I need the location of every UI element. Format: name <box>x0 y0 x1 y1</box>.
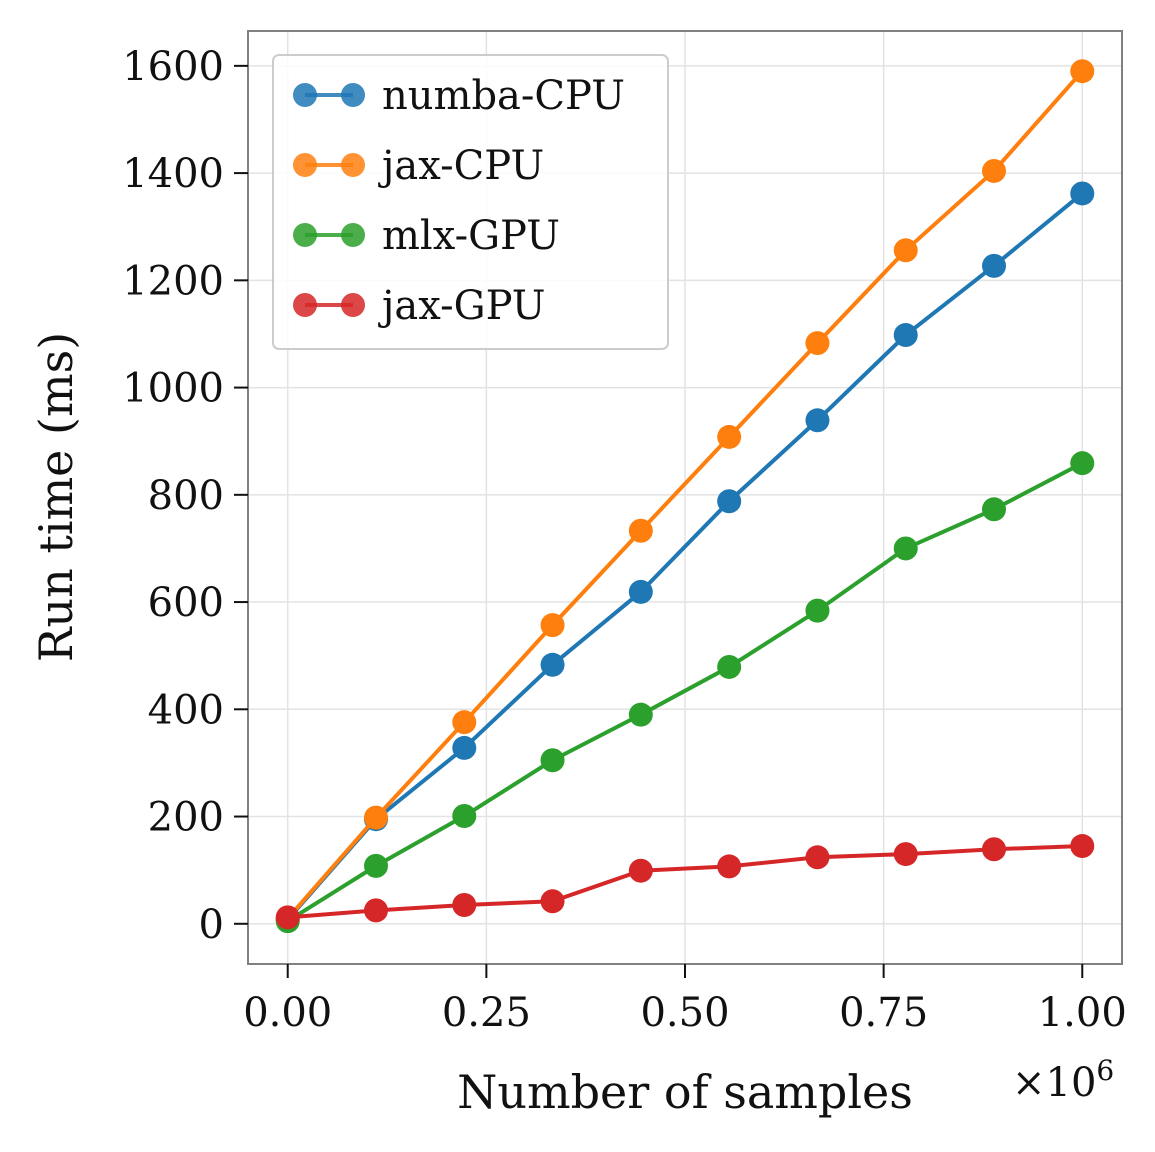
data-point <box>364 898 389 923</box>
data-point <box>364 805 389 830</box>
series-jax-GPU <box>275 834 1095 930</box>
data-point <box>805 331 830 356</box>
series-line <box>286 461 1084 923</box>
x-tick-label: 0.25 <box>442 990 531 1036</box>
data-point <box>364 853 389 878</box>
y-tick-label: 0 <box>199 902 224 948</box>
y-tick-label: 800 <box>148 473 224 519</box>
x-axis-multiplier: ×106 <box>1012 1054 1114 1106</box>
data-point <box>540 748 565 773</box>
data-point <box>893 842 918 867</box>
series-mlx-GPU <box>275 451 1095 934</box>
legend-item: jax-GPU <box>293 283 546 329</box>
y-tick-label: 1600 <box>122 44 224 90</box>
data-point <box>452 804 477 829</box>
series-line <box>286 69 1084 920</box>
legend: numba-CPU jax-CPU mlx-GPU jax-GPU <box>272 54 669 350</box>
data-point <box>805 408 830 433</box>
data-point <box>981 837 1006 862</box>
series-line <box>287 844 1083 920</box>
data-point <box>628 702 653 727</box>
data-point <box>452 735 477 760</box>
legend-marker <box>293 293 317 317</box>
data-point <box>805 598 830 623</box>
series-line <box>286 191 1084 921</box>
data-point <box>717 424 742 449</box>
legend-marker <box>341 223 365 247</box>
legend-marker <box>341 153 365 177</box>
legend-marker <box>293 223 317 247</box>
legend-label: mlx-GPU <box>382 213 560 259</box>
x-tick-label: 0.50 <box>640 990 729 1036</box>
y-tick-label: 1400 <box>122 151 224 197</box>
y-tick-label: 400 <box>148 687 224 733</box>
data-point <box>275 905 300 930</box>
data-point <box>1070 834 1095 859</box>
legend-label: jax-CPU <box>378 143 544 189</box>
data-point <box>1070 451 1095 476</box>
data-point <box>540 613 565 638</box>
legend-label: numba-CPU <box>382 73 625 119</box>
data-point <box>628 858 653 883</box>
data-point <box>452 710 477 735</box>
y-tick-label: 1200 <box>122 258 224 304</box>
x-tick-label: 1.00 <box>1038 990 1127 1036</box>
legend-item: mlx-GPU <box>293 213 560 259</box>
y-tick-label: 1000 <box>122 366 224 412</box>
data-point <box>805 845 830 870</box>
data-point <box>540 652 565 677</box>
data-point <box>717 854 742 879</box>
legend-item: numba-CPU <box>293 73 625 119</box>
legend-marker <box>341 293 365 317</box>
legend-marker <box>293 83 317 107</box>
data-point <box>893 238 918 263</box>
data-point <box>893 323 918 348</box>
legend-label: jax-GPU <box>378 283 546 329</box>
data-point <box>1070 181 1095 206</box>
data-point <box>628 518 653 543</box>
y-axis: 0 200 400 600 800 1000 1200 1400 1600 <box>122 44 248 948</box>
series-layer <box>275 59 1095 934</box>
x-axis-title: Number of samples <box>457 1065 913 1119</box>
legend-item: jax-CPU <box>293 143 544 189</box>
x-axis: 0.00 0.25 0.50 0.75 1.00 <box>243 964 1127 1036</box>
data-point <box>540 889 565 914</box>
legend-box <box>272 54 669 350</box>
data-point <box>981 253 1006 278</box>
data-point <box>1070 59 1095 84</box>
x-tick-label: 0.75 <box>839 990 928 1036</box>
data-point <box>628 579 653 604</box>
data-point <box>981 497 1006 522</box>
data-point <box>717 489 742 514</box>
data-point <box>452 893 477 918</box>
legend-marker <box>341 83 365 107</box>
y-axis-title: Run time (ms) <box>29 332 83 662</box>
y-tick-label: 200 <box>148 795 224 841</box>
y-tick-label: 600 <box>148 580 224 626</box>
data-point <box>981 158 1006 183</box>
x-tick-label: 0.00 <box>243 990 332 1036</box>
data-point <box>717 654 742 679</box>
data-point <box>893 536 918 561</box>
legend-marker <box>293 153 317 177</box>
